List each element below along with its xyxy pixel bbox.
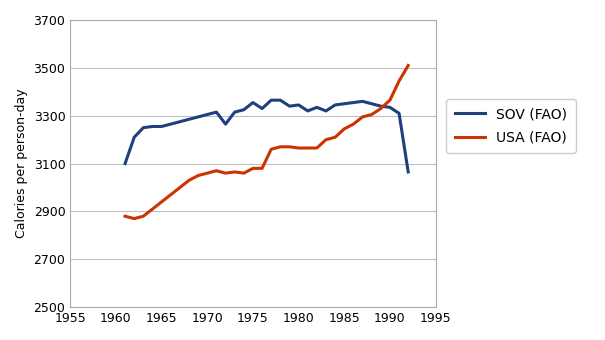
SOV (FAO) [231,110,238,114]
USA (FAO) [167,193,174,197]
USA (FAO) [213,169,220,173]
USA (FAO) [359,115,366,119]
USA (FAO) [387,98,394,102]
USA (FAO) [304,146,312,150]
SOV (FAO) [240,108,247,112]
SOV (FAO) [267,98,275,102]
SOV (FAO) [313,105,321,109]
USA (FAO) [131,217,138,221]
SOV (FAO) [377,104,384,108]
USA (FAO) [185,178,192,182]
USA (FAO) [332,135,339,139]
Y-axis label: Calories per person-day: Calories per person-day [15,89,28,238]
USA (FAO) [276,145,284,149]
SOV (FAO) [204,113,211,117]
SOV (FAO) [149,124,156,129]
USA (FAO) [377,106,384,110]
USA (FAO) [368,113,375,117]
USA (FAO) [258,166,266,170]
SOV (FAO) [122,162,129,166]
USA (FAO) [249,166,257,170]
USA (FAO) [231,170,238,174]
SOV (FAO) [295,103,302,107]
SOV (FAO) [176,120,183,124]
USA (FAO) [222,171,229,175]
SOV (FAO) [304,109,312,113]
USA (FAO) [341,127,348,131]
SOV (FAO) [249,101,257,105]
Line: SOV (FAO): SOV (FAO) [125,100,408,172]
SOV (FAO) [286,104,293,108]
SOV (FAO) [368,102,375,106]
USA (FAO) [295,146,302,150]
Line: USA (FAO): USA (FAO) [125,66,408,219]
SOV (FAO) [322,109,330,113]
USA (FAO) [286,145,293,149]
SOV (FAO) [131,135,138,139]
USA (FAO) [267,147,275,151]
USA (FAO) [240,171,247,175]
USA (FAO) [322,138,330,142]
USA (FAO) [176,185,183,189]
SOV (FAO) [276,98,284,102]
SOV (FAO) [158,124,165,129]
SOV (FAO) [405,170,412,174]
USA (FAO) [204,171,211,175]
SOV (FAO) [167,122,174,126]
USA (FAO) [195,173,202,177]
Legend: SOV (FAO), USA (FAO): SOV (FAO), USA (FAO) [446,99,575,153]
SOV (FAO) [222,122,229,126]
SOV (FAO) [341,102,348,106]
SOV (FAO) [332,103,339,107]
USA (FAO) [396,79,403,83]
SOV (FAO) [396,111,403,115]
SOV (FAO) [258,106,266,110]
USA (FAO) [149,207,156,211]
SOV (FAO) [350,101,357,105]
USA (FAO) [313,146,321,150]
SOV (FAO) [195,115,202,119]
SOV (FAO) [185,117,192,121]
USA (FAO) [158,200,165,204]
SOV (FAO) [387,105,394,109]
USA (FAO) [122,214,129,218]
USA (FAO) [350,122,357,126]
SOV (FAO) [140,126,147,130]
SOV (FAO) [359,99,366,103]
USA (FAO) [405,64,412,68]
SOV (FAO) [213,110,220,114]
USA (FAO) [140,214,147,218]
